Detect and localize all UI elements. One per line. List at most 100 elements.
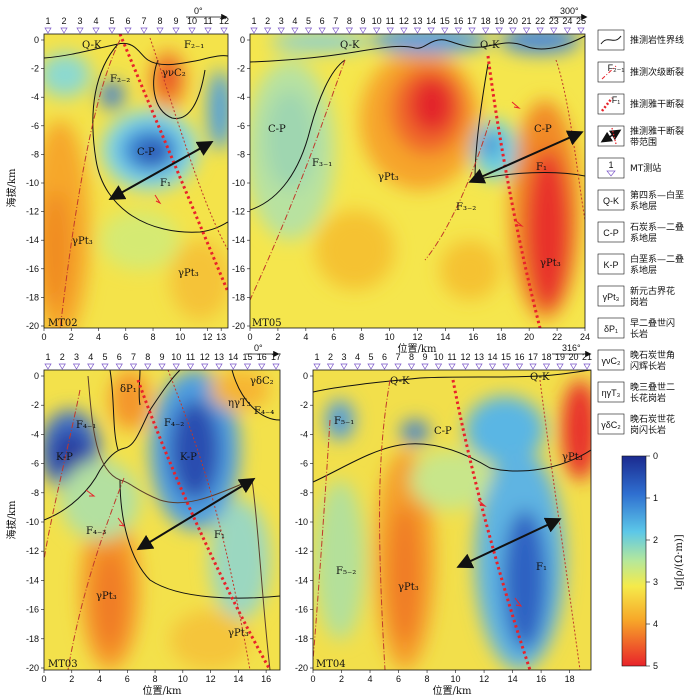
y-tick-label: -4 — [31, 429, 39, 439]
station-marker — [394, 363, 402, 370]
mt03-label-8: F₄₋₃ — [86, 526, 106, 537]
station-marker — [101, 363, 109, 370]
y-tick-label: -2 — [31, 400, 39, 410]
colorbar: 0 1 2 3 4 5 lg[ρ/(Ω·m)] — [621, 451, 685, 671]
station-marker — [108, 27, 116, 34]
station-label: 25 — [576, 16, 586, 26]
y-tick-label: -10 — [26, 178, 39, 188]
mt05-label-6: F₃₋₂ — [456, 202, 476, 213]
station-label: 21 — [521, 16, 531, 26]
station-marker — [488, 363, 497, 370]
mt03-label-6: K-P — [56, 452, 73, 463]
x-tick-label: 22 — [552, 332, 562, 342]
station-label: 3 — [341, 352, 346, 362]
mt03-label-2: ηγT₃ — [228, 398, 251, 409]
legend-text-2: 系地层 — [630, 232, 657, 244]
mt03-label-9: F₁ — [214, 530, 225, 541]
station-marker — [529, 363, 537, 370]
station-marker — [44, 363, 52, 370]
y-tick-label: -6 — [31, 459, 39, 469]
station-marker — [475, 363, 483, 370]
legend-text: 推测岩性界线 — [630, 34, 684, 46]
y-tick-label: 0 — [34, 35, 39, 45]
legend-symbol-label: δP₁ — [604, 324, 618, 334]
station-marker — [569, 363, 578, 370]
station-marker — [243, 363, 252, 370]
station-label: 16 — [514, 352, 524, 362]
mt02-label-2: F₂₋₂ — [110, 74, 130, 85]
legend-text-2: 长岩 — [630, 328, 648, 340]
x-tick-label: 2 — [275, 332, 280, 342]
legend-text: 推测次级断裂 — [630, 66, 684, 78]
mt04-label-3: C-P — [434, 426, 452, 437]
station-label: 11 — [386, 16, 395, 26]
y-tick-label: -20 — [295, 663, 308, 673]
y-tick-label: -14 — [26, 235, 39, 245]
y-tick-label: -2 — [300, 400, 308, 410]
station-marker — [542, 363, 551, 370]
mt03-axis: 0-2-4-6-8-10-12-14-16-18-200 2 4 6 8 10 12 14 16… — [26, 352, 281, 684]
legend-text-2: 系地层 — [630, 200, 657, 212]
station-label: 5 — [306, 16, 311, 26]
mt03-label-0: δP₁ — [120, 384, 137, 395]
legend-swatch — [597, 93, 625, 115]
x-tick-label: 0 — [310, 674, 315, 684]
station-label: 9 — [422, 352, 427, 362]
station-label: 10 — [171, 352, 181, 362]
mt04-label-5: F₅₋₂ — [336, 566, 356, 577]
station-label: 8 — [145, 352, 150, 362]
panel-mt02: Q-K F₂₋₁ F₂₋₂ γνC₂ C-P F₁ γPt₃ γPt₃ MT02… — [5, 6, 229, 342]
station-label: 15 — [242, 352, 252, 362]
station-marker — [250, 27, 258, 34]
station-label: 8 — [409, 352, 414, 362]
legend-swatch — [597, 381, 625, 403]
station-marker — [448, 363, 456, 370]
station-label: 22 — [535, 16, 545, 26]
legend-text: 早二叠世闪 — [630, 317, 675, 329]
legend-symbol-label: γPt₃ — [603, 292, 620, 302]
station-label: 24 — [562, 16, 572, 26]
station-label: 8 — [347, 16, 352, 26]
station-label: 15 — [440, 16, 450, 26]
y-tick-label: -8 — [31, 488, 39, 498]
mt04-label-0: Q-K — [390, 376, 410, 387]
station-marker — [172, 27, 180, 34]
mt04-label-4: γPt₃ — [562, 452, 583, 463]
station-marker — [72, 363, 81, 370]
legend-text-2: 岗岩 — [630, 296, 648, 308]
mt05-label-1: Q-K — [480, 40, 500, 51]
station-label: 17 — [528, 352, 538, 362]
mt03-label-7: K-P — [180, 452, 197, 463]
station-label: 14 — [487, 352, 497, 362]
station-marker — [304, 27, 313, 34]
station-marker — [204, 27, 212, 34]
x-tick-label: 8 — [359, 332, 364, 342]
y-tick-label: -20 — [26, 663, 39, 673]
legend-text-2: 系地层 — [630, 264, 657, 276]
y-tick-label: -16 — [295, 605, 308, 615]
station-label: 3 — [74, 352, 79, 362]
station-label: 5 — [368, 352, 373, 362]
legend-text-2: 长花岗岩 — [630, 392, 666, 404]
panel-mt04: Q-K Q-K F₅₋₁ C-P γPt₃ F₅₋₂ γPt₃ F₁ MT04 … — [295, 343, 592, 697]
colorbar-tick-label: 5 — [653, 661, 658, 671]
y-tick-label: -16 — [26, 264, 39, 274]
station-marker — [550, 27, 558, 34]
station-marker — [318, 27, 326, 34]
legend-text: 推测雅干断裂 — [630, 98, 684, 110]
station-label: 1 — [45, 352, 50, 362]
x-tick-label: 10 — [451, 674, 461, 684]
y-tick-label: -14 — [232, 235, 245, 245]
mt02-label-4: C-P — [137, 147, 155, 158]
x-tick-label: 0 — [41, 674, 46, 684]
legend-symbol-label: F₂₋₁ — [608, 63, 625, 73]
station-marker — [144, 363, 152, 370]
station-marker — [495, 27, 503, 34]
station-marker — [272, 363, 280, 370]
y-tick-label: -18 — [26, 292, 39, 302]
mt02-label-0: Q-K — [82, 40, 102, 51]
